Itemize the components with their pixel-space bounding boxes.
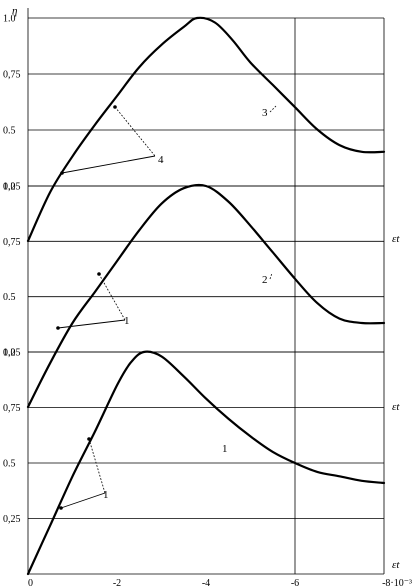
callout-leader-1-1 <box>57 319 126 329</box>
y-tick-middle-1: 0,75 <box>3 237 21 248</box>
y-tick-top-3: 0,25 <box>3 182 21 193</box>
curve-layer <box>26 16 386 576</box>
curve-2-middle <box>26 183 386 409</box>
y-tick-middle-2: 0.5 <box>3 292 16 303</box>
curve-leader-top <box>269 105 277 113</box>
callout-leader-2-0 <box>88 438 106 494</box>
curve-1-bottom <box>26 350 386 576</box>
y-tick-bottom-2: 0.5 <box>3 459 16 470</box>
y-tick-top-1: 0,75 <box>3 70 21 81</box>
y-tick-middle-0: 1.0 <box>3 182 16 193</box>
x-axis-label: εt <box>392 559 400 571</box>
x-tick-0: 0 <box>28 578 33 588</box>
y-tick-top-2: 0.5 <box>3 126 16 137</box>
x-tick-4: -8·10⁻³ <box>382 578 412 588</box>
y-tick-bottom-3: 0,25 <box>3 514 21 525</box>
annotation-layer: 4 1 1 <box>56 105 277 510</box>
y-tick-top-0: 1.0 <box>3 14 16 25</box>
callout-label-0: 4 <box>158 154 164 166</box>
grid-layer <box>27 8 385 575</box>
x-tick-3: -6 <box>291 578 299 588</box>
label-layer: 1.00,750.50,25η1.00,750.50,25εt1.00,750.… <box>3 5 412 588</box>
y-tick-bottom-0: 1.0 <box>3 348 16 359</box>
x-tick-1: -2 <box>113 578 121 588</box>
callout-leader-0-1 <box>61 155 156 174</box>
callout-leader-0-0 <box>114 106 156 157</box>
x-tick-2: -4 <box>202 578 210 588</box>
callout-label-1: 1 <box>124 315 130 327</box>
curve-leader-middle <box>269 272 273 280</box>
curve-label-middle: 2 <box>262 274 268 286</box>
curve-label-top: 3 <box>262 107 268 119</box>
y-tick-middle-3: 0,25 <box>3 348 21 359</box>
axis-symbol-middle: εt <box>392 233 400 245</box>
axis-symbol-bottom: εt <box>392 401 400 413</box>
curve-label-bottom: 1 <box>222 443 228 455</box>
y-tick-bottom-1: 0,75 <box>3 403 21 414</box>
axis-symbol-top: η <box>12 5 17 17</box>
curve-3-top <box>26 16 386 243</box>
callout-leader-2-1 <box>60 492 106 509</box>
callout-label-2: 1 <box>103 489 109 501</box>
